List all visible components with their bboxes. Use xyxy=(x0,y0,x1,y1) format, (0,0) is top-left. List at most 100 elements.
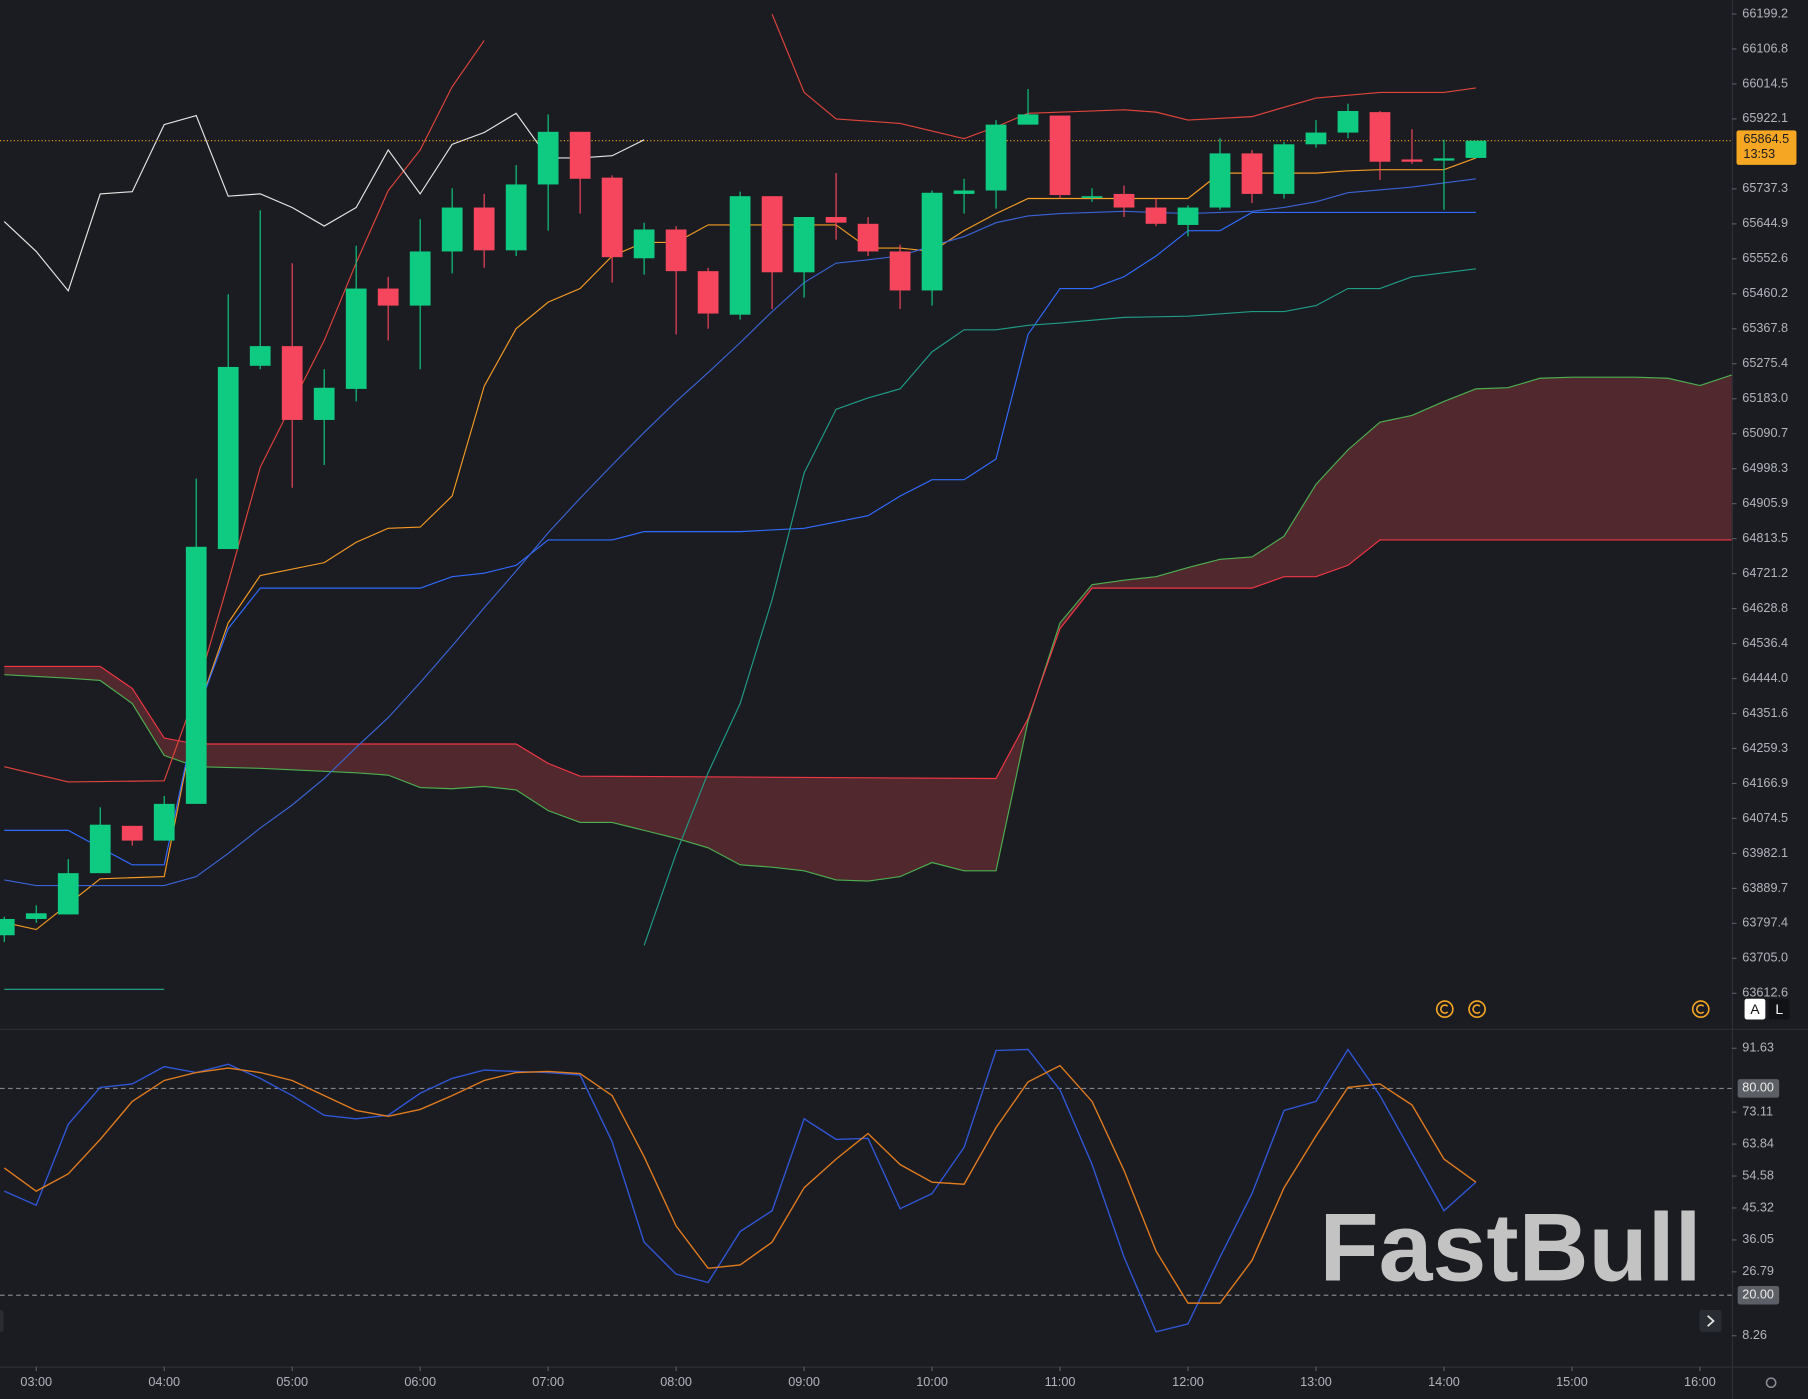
y-tick-label: 64166.9 xyxy=(1742,776,1788,790)
candle-body xyxy=(665,229,687,272)
candle-body xyxy=(1305,132,1327,145)
y-tick-label: 66199.2 xyxy=(1742,6,1788,20)
candle-body xyxy=(121,825,143,841)
candle-body xyxy=(793,217,815,273)
y-tick-label: 66106.8 xyxy=(1742,41,1788,55)
candle-body xyxy=(1273,144,1295,194)
candle-body xyxy=(1369,112,1391,162)
level-label-box xyxy=(1737,1079,1780,1098)
y-tick-label: 65644.9 xyxy=(1742,216,1788,230)
log-scale-button[interactable] xyxy=(1768,998,1790,1020)
settings-button[interactable] xyxy=(1765,1377,1777,1389)
y-tick-label: 64536.4 xyxy=(1742,636,1788,650)
candle-body xyxy=(1177,207,1199,225)
candle-body xyxy=(1401,159,1423,162)
y-tick-label: 65552.6 xyxy=(1742,251,1788,265)
y-tick-label: 64905.9 xyxy=(1742,496,1788,510)
oscillator-line xyxy=(3,1064,1477,1304)
candle-body xyxy=(249,346,271,366)
event-marker[interactable] xyxy=(1435,1000,1454,1018)
scroll-right-button[interactable] xyxy=(1699,1310,1722,1332)
candle-body xyxy=(1465,140,1487,158)
event-marker-icon xyxy=(1695,1004,1705,1014)
x-tick-label: 15:00 xyxy=(1556,1375,1588,1389)
x-tick-label: 12:00 xyxy=(1172,1375,1204,1389)
candle-body xyxy=(1145,207,1167,224)
candle-body xyxy=(89,824,111,874)
y-tick-label: 64259.3 xyxy=(1742,741,1788,755)
candle-body xyxy=(185,546,207,804)
y-tick-label: 63612.6 xyxy=(1742,986,1788,1000)
candle-body xyxy=(281,346,303,420)
auto-scale-button[interactable] xyxy=(1744,998,1766,1020)
candle-body xyxy=(409,251,431,306)
candle-body xyxy=(473,207,495,251)
candle-body xyxy=(537,131,559,185)
candle-body xyxy=(1081,196,1103,198)
auto-scale-label: A xyxy=(1750,1001,1760,1017)
event-marker-icon xyxy=(1472,1004,1481,1014)
y-tick-label: 65460.2 xyxy=(1742,286,1788,300)
cloud-fill xyxy=(4,374,1732,882)
candle-body xyxy=(505,184,527,251)
candle-body xyxy=(985,124,1007,191)
x-tick-label: 06:00 xyxy=(404,1375,436,1389)
y-tick-label: 91.63 xyxy=(1742,1041,1774,1055)
y-tick-label: 64628.8 xyxy=(1742,601,1788,615)
candle-body xyxy=(633,229,655,259)
y-tick-label: 63705.0 xyxy=(1742,951,1788,965)
indicator-line xyxy=(3,112,645,293)
candle-body xyxy=(825,217,847,223)
x-tick-label: 13:00 xyxy=(1300,1375,1332,1389)
candle-body xyxy=(889,251,911,291)
candle-body xyxy=(25,913,47,919)
event-marker[interactable] xyxy=(1468,1000,1486,1018)
y-tick-label: 64444.0 xyxy=(1742,671,1788,685)
y-tick-label: 73.11 xyxy=(1742,1104,1773,1118)
x-tick-label: 16:00 xyxy=(1684,1375,1716,1389)
y-tick-label: 54.58 xyxy=(1742,1168,1774,1182)
y-tick-label: 65922.1 xyxy=(1742,111,1788,125)
y-tick-label: 64998.3 xyxy=(1742,461,1788,475)
y-tick-label: 63797.4 xyxy=(1742,916,1788,930)
x-tick-label: 05:00 xyxy=(276,1375,308,1389)
candle-body xyxy=(441,207,463,252)
y-tick-label: 26.79 xyxy=(1742,1264,1774,1278)
candle-body xyxy=(57,873,79,915)
candle-body xyxy=(1017,114,1039,125)
candle-body xyxy=(857,223,879,252)
y-tick-label: 64074.5 xyxy=(1742,811,1788,825)
y-tick-label: 65090.7 xyxy=(1742,426,1788,440)
y-tick-label: 64721.2 xyxy=(1742,566,1788,580)
x-tick-label: 14:00 xyxy=(1428,1375,1460,1389)
indicator-line xyxy=(4,268,1476,990)
candle-body xyxy=(1049,115,1071,196)
level-label: 80.00 xyxy=(1742,1081,1774,1095)
candle-body xyxy=(1433,158,1455,161)
scroll-left-button[interactable] xyxy=(0,1310,4,1332)
candle-body xyxy=(377,288,399,306)
candle-body xyxy=(0,918,15,936)
event-marker[interactable] xyxy=(1691,1000,1710,1018)
y-tick-label: 65275.4 xyxy=(1742,356,1788,370)
candle-body xyxy=(313,387,335,420)
candle-body xyxy=(345,288,367,389)
oscillator-line xyxy=(3,1048,1477,1333)
level-label: 20.00 xyxy=(1742,1288,1774,1302)
candle-body xyxy=(1241,153,1263,194)
candle-body xyxy=(953,190,975,194)
countdown-label: 13:53 xyxy=(1743,147,1775,161)
x-tick-label: 03:00 xyxy=(20,1375,52,1389)
candle-body xyxy=(1113,193,1135,208)
x-tick-label: 09:00 xyxy=(788,1375,820,1389)
candle-body xyxy=(761,196,783,273)
last-price-label: 65864.5 xyxy=(1743,132,1789,146)
y-tick-label: 8.26 xyxy=(1742,1328,1767,1342)
y-tick-label: 65367.8 xyxy=(1742,321,1788,335)
price-pane xyxy=(0,13,1732,990)
candle-body xyxy=(697,271,719,314)
y-tick-label: 64813.5 xyxy=(1742,531,1788,545)
